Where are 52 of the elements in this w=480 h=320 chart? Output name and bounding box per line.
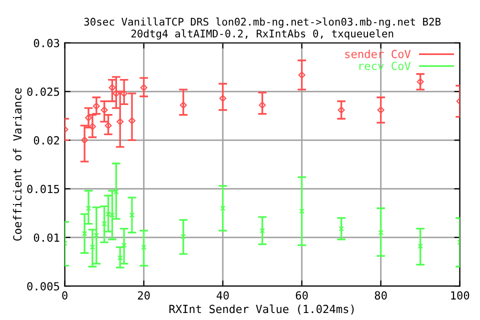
y-tick-label: 0.01: [34, 233, 60, 242]
y-tick-label: 0.005: [27, 282, 60, 290]
point: [106, 211, 111, 217]
x-tick-label: 20: [138, 291, 150, 300]
point: [378, 230, 384, 236]
point: [90, 244, 96, 250]
point: [112, 90, 120, 97]
x-tick-label: 0: [62, 291, 68, 300]
point: [219, 94, 226, 102]
point: [100, 106, 108, 114]
point: [140, 84, 148, 92]
point: [92, 102, 100, 110]
point: [81, 136, 88, 144]
y-tick-label: 0.02: [34, 136, 59, 145]
point: [258, 102, 266, 109]
point: [94, 232, 100, 238]
point: [418, 244, 423, 249]
x-axis-title: RXInt Sender Value (1.024ms): [169, 304, 354, 314]
point: [108, 84, 116, 92]
y-axis-title: Coefficient of Variance: [12, 88, 22, 241]
chart-title: 30sec VanillaTCP DRS lon02.mb-ng.net->lon03.mb-ng.net B2B 20dtg4 altAIMD-0.2, RxIntAbs 0, txqueuelen: [84, 18, 441, 40]
point: [220, 206, 226, 211]
y-tick-label: 0.025: [27, 88, 60, 96]
legend-label: recv CoV: [359, 62, 411, 70]
point: [298, 71, 306, 78]
point: [377, 106, 384, 114]
point: [141, 244, 146, 250]
x-tick-label: 40: [216, 291, 229, 300]
point: [180, 102, 187, 109]
point: [104, 122, 112, 130]
y-tick-label: 0.03: [34, 38, 60, 48]
point: [180, 234, 186, 240]
point: [129, 212, 135, 218]
y-tick-label: 0.015: [27, 184, 60, 194]
x-tick-label: 60: [296, 291, 308, 300]
point: [102, 221, 107, 226]
point: [416, 78, 424, 86]
x-tick-label: 100: [451, 291, 470, 300]
point: [338, 106, 345, 114]
point: [338, 226, 344, 232]
point: [88, 123, 96, 130]
point: [117, 255, 123, 261]
legend-label: sender CoV: [345, 50, 411, 58]
x-tick-label: 80: [374, 291, 387, 300]
point: [120, 90, 128, 97]
point: [299, 208, 304, 214]
point: [85, 114, 92, 122]
point: [82, 230, 88, 236]
point: [116, 118, 124, 126]
point: [86, 206, 92, 211]
point: [260, 228, 265, 234]
point: [128, 117, 136, 124]
